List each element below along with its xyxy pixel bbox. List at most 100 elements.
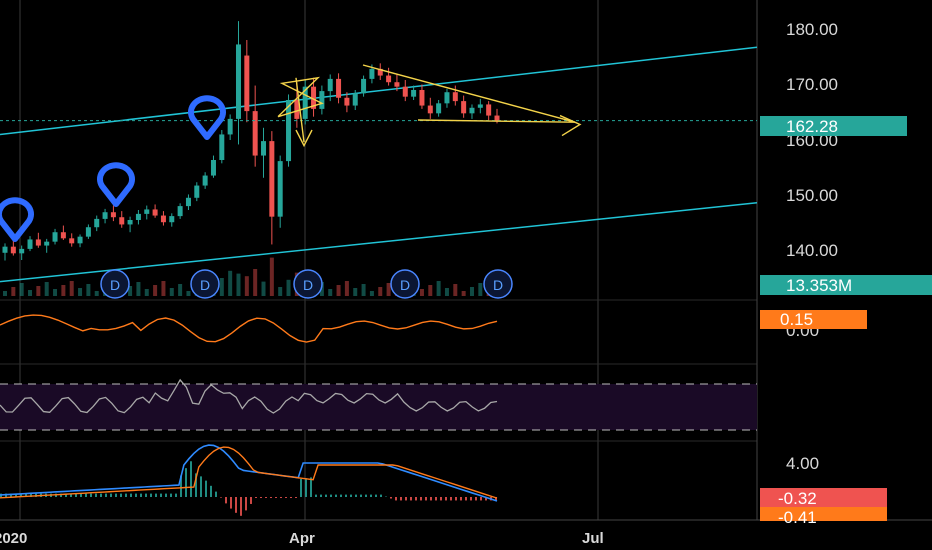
price-tick-170: 170.00: [786, 75, 838, 94]
candle-body: [160, 215, 166, 223]
candle-body: [77, 236, 83, 244]
volume-bar: [419, 289, 424, 296]
candle-body: [402, 86, 408, 97]
candle-body: [469, 107, 475, 114]
macd-histogram-bar: [495, 497, 497, 501]
macd-histogram-bar: [75, 493, 77, 497]
macd-histogram-bar: [210, 485, 212, 497]
volume-bar: [28, 290, 33, 296]
macd-histogram-bar: [100, 493, 102, 497]
macd-histogram-bar: [150, 493, 152, 497]
macd-histogram-bar: [305, 478, 307, 497]
candle-body: [10, 246, 16, 254]
candle-body: [127, 220, 133, 225]
channel-upper-line[interactable]: [0, 46, 758, 136]
macd-histogram-bar: [345, 494, 347, 497]
macd-histogram-bar: [165, 493, 167, 497]
macd-histogram-bar: [85, 493, 87, 497]
volume-bar: [444, 288, 449, 296]
volume-bar: [169, 288, 174, 296]
time-tick-jul: Jul: [582, 530, 604, 547]
price-tick-140: 140.00: [786, 241, 838, 260]
macd-histogram-bar: [175, 493, 177, 497]
candle-body: [277, 161, 283, 217]
macd-histogram-bar: [115, 493, 117, 497]
macd-histogram-bar: [275, 497, 277, 498]
macd-histogram-bar: [285, 497, 287, 498]
location-marker-3: [188, 95, 226, 140]
candle-body: [361, 78, 367, 94]
macd-pane[interactable]: [0, 444, 498, 516]
candle-body: [252, 111, 258, 156]
macd-histogram-bar: [365, 494, 367, 497]
candle-body: [286, 100, 292, 162]
volume-bar: [353, 288, 358, 296]
macd-histogram-bar: [15, 493, 17, 497]
macd-histogram-bar: [315, 494, 317, 497]
candle-body: [269, 141, 275, 217]
volume-bar: [336, 285, 341, 296]
volume-bar: [478, 283, 483, 296]
volume-bar: [453, 284, 458, 296]
macd-histogram-bar: [320, 494, 322, 497]
candle-body: [194, 185, 200, 198]
volume-bar: [44, 282, 49, 296]
macd-histogram-bar: [330, 494, 332, 497]
macd-histogram-bar: [90, 493, 92, 497]
macd-histogram-bar: [380, 494, 382, 497]
macd-histogram-bar: [470, 497, 472, 501]
candle-body: [436, 103, 442, 114]
macd-histogram-bar: [200, 476, 202, 497]
volume-bar: [428, 285, 433, 296]
macd-histogram-bar: [410, 497, 412, 501]
volume-bar: [11, 287, 16, 296]
volume-bar: [461, 291, 466, 296]
dividend-marker: [100, 269, 130, 299]
macd-histogram-bar: [135, 493, 137, 497]
rsi-pane[interactable]: [0, 378, 757, 431]
candle-body: [110, 212, 116, 218]
macd-histogram-bar: [440, 497, 442, 501]
candle-body: [152, 209, 158, 216]
macd-histogram-bar: [185, 468, 187, 497]
candle-body: [444, 92, 450, 104]
candles: [2, 21, 500, 261]
candle-body: [185, 197, 191, 207]
macd-histogram-bar: [325, 494, 327, 497]
location-marker-2: [97, 162, 135, 207]
macd-histogram-bar: [395, 497, 397, 501]
time-tick-apr: Apr: [289, 530, 315, 547]
macd-histogram-bar: [260, 497, 262, 498]
candle-body: [452, 92, 458, 102]
price-axis[interactable]: 180.00 170.00 160.00 150.00 140.00 162.2…: [760, 20, 932, 527]
candle-body: [486, 104, 492, 116]
location-markers[interactable]: [0, 95, 226, 242]
candle-body: [419, 90, 425, 106]
volume-bar: [228, 270, 233, 296]
macd-histogram-bar: [160, 493, 162, 497]
dividend-label: D: [493, 277, 503, 293]
macd-histogram-bar: [125, 493, 127, 497]
triangle-pattern: [277, 76, 324, 118]
pattern-drawings[interactable]: [277, 64, 582, 148]
dividend-marker: [390, 269, 420, 299]
macd-histogram-bar: [95, 493, 97, 497]
candle-body: [352, 93, 358, 106]
rsi-line: [0, 378, 498, 414]
macd-histogram-bar: [310, 477, 312, 497]
candle-body: [119, 217, 125, 225]
macd-histogram-bar: [140, 493, 142, 497]
channel-lower-line[interactable]: [0, 202, 758, 283]
volume-bar: [3, 291, 7, 296]
rsi-band: [0, 384, 757, 430]
macd-histogram-bar: [355, 494, 357, 497]
macd-histogram-bar: [180, 475, 182, 497]
oscillator-pane[interactable]: [0, 314, 498, 343]
volume-badge: 13.353M: [760, 275, 932, 295]
volume-bar: [36, 286, 41, 296]
macd-badge: -0.32: [760, 488, 887, 508]
